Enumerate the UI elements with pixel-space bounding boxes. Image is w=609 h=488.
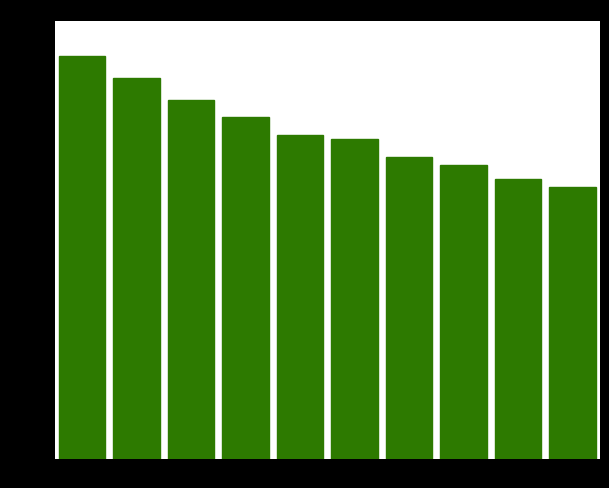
Bar — [440, 166, 487, 459]
Bar — [495, 179, 541, 459]
Bar — [113, 79, 160, 459]
Bar — [386, 157, 432, 459]
Bar — [222, 118, 269, 459]
Bar — [59, 57, 105, 459]
Bar — [549, 188, 596, 459]
Bar — [168, 101, 214, 459]
Bar — [277, 136, 323, 459]
Bar — [331, 140, 378, 459]
